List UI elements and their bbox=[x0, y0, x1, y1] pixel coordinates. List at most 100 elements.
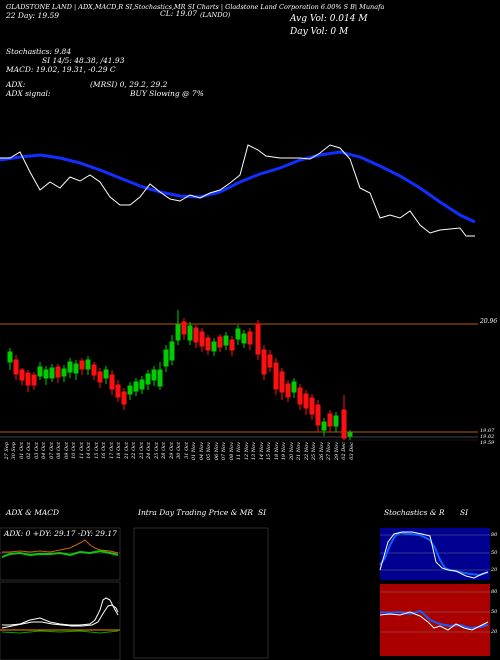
date-tick-label: 20 Nov bbox=[288, 442, 295, 461]
candle bbox=[169, 335, 175, 365]
date-tick-label: 08 Oct bbox=[56, 442, 63, 459]
stoch-level-50: 50 bbox=[491, 550, 498, 556]
date-tick-label: 27 Nov bbox=[326, 442, 333, 461]
day-range: 22 Day: 19.59 bbox=[6, 11, 60, 20]
candle bbox=[43, 366, 49, 385]
date-tick-label: 04 Oct bbox=[41, 442, 48, 459]
date-tick-label: 10 Oct bbox=[71, 442, 78, 459]
candle bbox=[199, 328, 205, 352]
intraday-panel bbox=[133, 527, 269, 659]
date-tick-label: 02 Dec bbox=[341, 442, 348, 460]
date-tick-label: 30 Oct bbox=[176, 442, 183, 459]
candle bbox=[229, 336, 235, 356]
candle bbox=[103, 366, 109, 384]
date-tick-label: 21 Oct bbox=[123, 442, 130, 459]
candle bbox=[347, 430, 353, 440]
mrsi-value: (MRSI) 0, 29.2, 29.2 bbox=[90, 80, 168, 89]
candle bbox=[127, 382, 133, 400]
date-tick-label: 17 Oct bbox=[108, 442, 115, 459]
date-tick-label: 07 Nov bbox=[221, 442, 228, 461]
date-tick-label: 03 Dec bbox=[348, 442, 355, 460]
candle bbox=[13, 355, 19, 380]
date-tick-label: 12 Nov bbox=[243, 442, 250, 461]
candle bbox=[205, 335, 211, 355]
date-tick-label: 25 Oct bbox=[153, 442, 160, 459]
date-tick-label: 22 Nov bbox=[303, 442, 310, 461]
price-line bbox=[0, 144, 475, 237]
candle bbox=[321, 418, 327, 436]
date-tick-label: 11 Nov bbox=[236, 442, 243, 461]
candle bbox=[193, 325, 199, 348]
candle bbox=[163, 345, 169, 372]
macd-value: MACD: 19.02, 19.31, -0.29 C bbox=[6, 65, 116, 74]
date-tick-label: 14 Nov bbox=[258, 442, 265, 461]
adx-panel-title: ADX & MACD bbox=[6, 508, 60, 517]
candle bbox=[187, 322, 193, 345]
candle bbox=[333, 412, 339, 432]
candle bbox=[255, 320, 261, 360]
price-label-top: 20.96 bbox=[480, 318, 498, 325]
stoch-panel-si: SI bbox=[460, 508, 469, 517]
candle bbox=[61, 365, 67, 382]
stochastics-value: Stochastics: 9.84 bbox=[6, 47, 72, 56]
candle bbox=[303, 390, 309, 415]
candle bbox=[73, 360, 79, 380]
stoch-level-80: 80 bbox=[491, 532, 498, 538]
candle bbox=[267, 350, 273, 372]
date-tick-label: 06 Nov bbox=[213, 442, 220, 461]
stochastics-panel bbox=[380, 528, 490, 580]
intraday-panel-si: SI bbox=[258, 508, 267, 517]
candle bbox=[315, 400, 321, 432]
candle bbox=[115, 380, 121, 402]
adx-line-orange bbox=[2, 539, 119, 554]
date-tick-label: 14 Oct bbox=[86, 442, 93, 459]
date-tick-label: 01 Nov bbox=[191, 442, 198, 461]
moving-average-line bbox=[0, 150, 476, 224]
candle bbox=[291, 378, 297, 398]
day-volume: Day Vol: 0 M bbox=[290, 27, 349, 37]
candle bbox=[139, 376, 145, 394]
candle bbox=[175, 310, 181, 345]
candle bbox=[19, 368, 25, 385]
candle bbox=[145, 370, 151, 390]
date-tick-label: 15 Oct bbox=[93, 442, 100, 459]
candle bbox=[285, 380, 291, 402]
date-tick-label: 24 Oct bbox=[146, 442, 153, 459]
date-tick-label: 30 Sep bbox=[11, 442, 18, 460]
macd-line-2 bbox=[1, 604, 119, 629]
date-tick-label: 07 Oct bbox=[48, 442, 55, 459]
date-tick-label: 02 Oct bbox=[26, 442, 33, 459]
macd-panel bbox=[0, 581, 121, 660]
date-tick-label: 18 Oct bbox=[116, 442, 123, 459]
stoch-level-20: 20 bbox=[491, 567, 498, 573]
candle bbox=[79, 358, 85, 375]
candle bbox=[235, 325, 241, 345]
rsi-line-blue bbox=[379, 609, 489, 630]
rsi-level-80: 80 bbox=[491, 589, 498, 595]
stoch-line-white bbox=[379, 531, 489, 579]
candle bbox=[217, 334, 223, 352]
date-tick-label: 04 Nov bbox=[198, 442, 205, 461]
avg-volume: Avg Vol: 0.014 M bbox=[290, 14, 368, 24]
date-tick-label: 22 Oct bbox=[131, 442, 138, 459]
date-tick-label: 08 Nov bbox=[228, 442, 235, 461]
date-tick-label: 26 Nov bbox=[318, 442, 325, 461]
header-line1: GLADSTONE LAND | ADX,MACD,R SI,Stochasti… bbox=[6, 3, 385, 11]
date-tick-label: 19 Nov bbox=[281, 442, 288, 461]
rsi-panel bbox=[380, 584, 490, 656]
price-label-mid3: 19.59 bbox=[480, 440, 495, 446]
candle bbox=[157, 362, 163, 390]
date-tick-label: 03 Oct bbox=[33, 442, 40, 459]
candle bbox=[341, 395, 347, 440]
date-tick-label: 29 Nov bbox=[333, 442, 340, 461]
rsi-line-white bbox=[379, 611, 489, 631]
candle bbox=[261, 345, 267, 380]
candle bbox=[25, 370, 31, 392]
candle bbox=[133, 378, 139, 396]
date-tick-label: 18 Nov bbox=[273, 442, 280, 461]
candle bbox=[247, 328, 253, 350]
candle bbox=[67, 358, 73, 378]
buy-signal: BUY Slowing @ 7% bbox=[130, 89, 204, 98]
candle bbox=[7, 348, 13, 370]
